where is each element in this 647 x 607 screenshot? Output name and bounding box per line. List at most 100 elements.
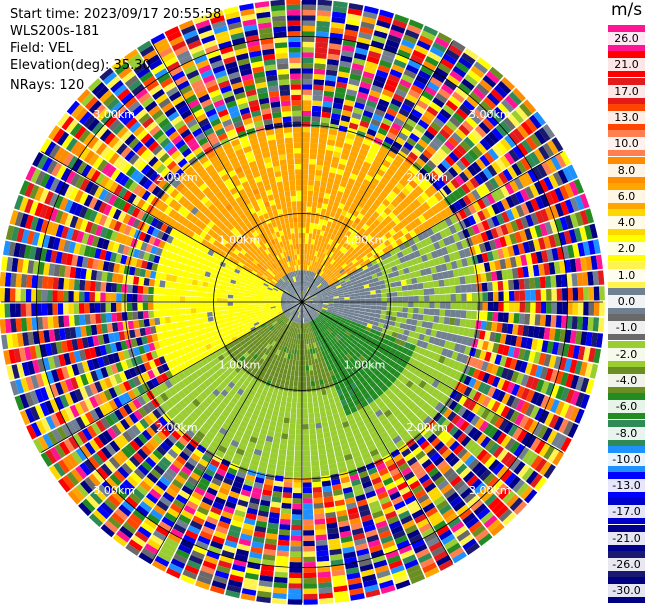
ppi-gate-cell: [337, 266, 344, 272]
ppi-gate-cell: [346, 270, 353, 276]
ppi-gate-cell: [503, 117, 516, 131]
ppi-gate-cell: [352, 283, 359, 288]
ppi-gate-cell: [432, 72, 446, 83]
ppi-gate-cell: [504, 234, 513, 246]
ppi-gate-cell: [508, 312, 515, 324]
ppi-gate-cell: [325, 243, 331, 250]
ppi-gate-cell: [476, 222, 486, 233]
ppi-gate-cell: [335, 86, 347, 94]
ppi-gate-cell: [361, 16, 377, 25]
ppi-gate-cell: [502, 247, 510, 258]
ppi-gate-cell: [310, 132, 319, 139]
ppi-gate-cell: [362, 178, 371, 187]
ppi-gate-cell: [572, 302, 579, 315]
ppi-gate-cell: [303, 546, 316, 552]
ppi-gate-cell: [315, 36, 329, 43]
ppi-gate-cell: [408, 179, 418, 189]
ppi-gate-cell: [313, 261, 317, 268]
ppi-gate-cell: [316, 15, 331, 22]
ppi-gate-cell: [422, 211, 431, 221]
ppi-gate-cell: [342, 192, 349, 200]
ppi-gate-cell: [369, 312, 376, 318]
ppi-gate-cell: [333, 201, 340, 208]
ppi-gate-cell: [476, 405, 486, 417]
ppi-gate-cell: [303, 333, 306, 340]
ppi-gate-cell: [375, 351, 383, 358]
ppi-gate-cell: [547, 448, 560, 463]
ppi-gate-cell: [355, 276, 362, 281]
ppi-gate-cell: [391, 292, 398, 297]
ppi-gate-cell: [285, 407, 291, 413]
ppi-gate-cell: [428, 351, 436, 360]
ppi-gate-cell: [357, 91, 369, 100]
ppi-gate-cell: [308, 233, 313, 239]
ppi-gate-cell: [466, 293, 472, 302]
ppi-gate-cell: [304, 339, 307, 345]
ppi-gate-cell: [390, 199, 400, 208]
ppi-gate-cell: [337, 323, 344, 328]
ppi-gate-cell: [530, 289, 536, 301]
ppi-gate-cell: [325, 329, 331, 335]
ppi-gate-cell: [551, 288, 557, 301]
ppi-gate-cell: [380, 235, 388, 243]
ppi-gate-cell: [317, 269, 323, 276]
ppi-gate-cell: [442, 237, 451, 246]
ppi-gate-cell: [532, 238, 541, 252]
ppi-gate-cell: [283, 481, 293, 488]
ppi-gate-cell: [317, 202, 323, 209]
ppi-gate-cell: [582, 316, 589, 331]
ppi-gate-cell: [437, 444, 449, 456]
ppi-gate-cell: [277, 454, 286, 461]
ppi-gate-cell: [535, 379, 545, 393]
ppi-gate-cell: [536, 339, 544, 352]
ppi-gate-cell: [354, 307, 361, 311]
ppi-gate-cell: [316, 550, 329, 557]
ppi-gate-cell: [404, 273, 411, 280]
ppi-gate-cell: [370, 309, 376, 314]
ppi-gate-cell: [560, 387, 570, 402]
ppi-gate-cell: [286, 369, 292, 376]
ppi-gate-cell: [463, 327, 470, 337]
ppi-gate-cell: [127, 320, 135, 330]
ppi-gate-cell: [386, 107, 398, 117]
ppi-gate-cell: [559, 201, 570, 216]
ppi-gate-cell: [317, 316, 322, 321]
ppi-gate-cell: [399, 44, 413, 54]
ppi-gate-cell: [444, 366, 453, 376]
ppi-gate-cell: [421, 341, 429, 349]
ppi-gate-cell: [540, 289, 547, 301]
ppi-gate-cell: [401, 262, 408, 269]
ppi-gate-cell: [434, 362, 443, 372]
ppi-gate-cell: [348, 122, 359, 130]
ppi-gate-cell: [464, 74, 478, 87]
ppi-gate-cell: [295, 360, 299, 366]
ppi-gate-cell: [379, 354, 387, 361]
ppi-gate-cell: [320, 311, 326, 316]
ppi-gate-cell: [308, 309, 313, 315]
ppi-gate-cell: [302, 408, 308, 414]
ppi-gate-cell: [347, 178, 356, 186]
ppi-gate-cell: [276, 394, 283, 401]
ppi-gate-cell: [317, 438, 325, 445]
ppi-gate-cell: [381, 88, 394, 98]
ppi-gate-cell: [530, 437, 542, 452]
ppi-gate-cell: [593, 302, 600, 316]
ppi-gate-cell: [467, 203, 477, 215]
ppi-gate-cell: [330, 266, 336, 272]
ppi-gate-cell: [567, 244, 575, 259]
ppi-gate-cell: [323, 304, 329, 306]
ppi-gate-cell: [569, 359, 578, 374]
ppi-gate-cell: [288, 583, 302, 589]
ppi-gate-cell: [326, 311, 332, 315]
ppi-gate-cell: [347, 195, 355, 203]
ppi-gate-cell: [313, 191, 319, 197]
ppi-gate-cell: [494, 238, 502, 249]
ppi-gate-cell: [332, 310, 338, 314]
ppi-gate-cell: [309, 228, 314, 234]
ppi-gate-cell: [486, 398, 496, 410]
ppi-gate-cell: [309, 290, 314, 295]
ppi-gate-cell: [437, 323, 444, 332]
ppi-gate-cell: [554, 328, 561, 342]
ppi-gate-cell: [388, 163, 399, 173]
ppi-gate-cell: [435, 202, 445, 212]
